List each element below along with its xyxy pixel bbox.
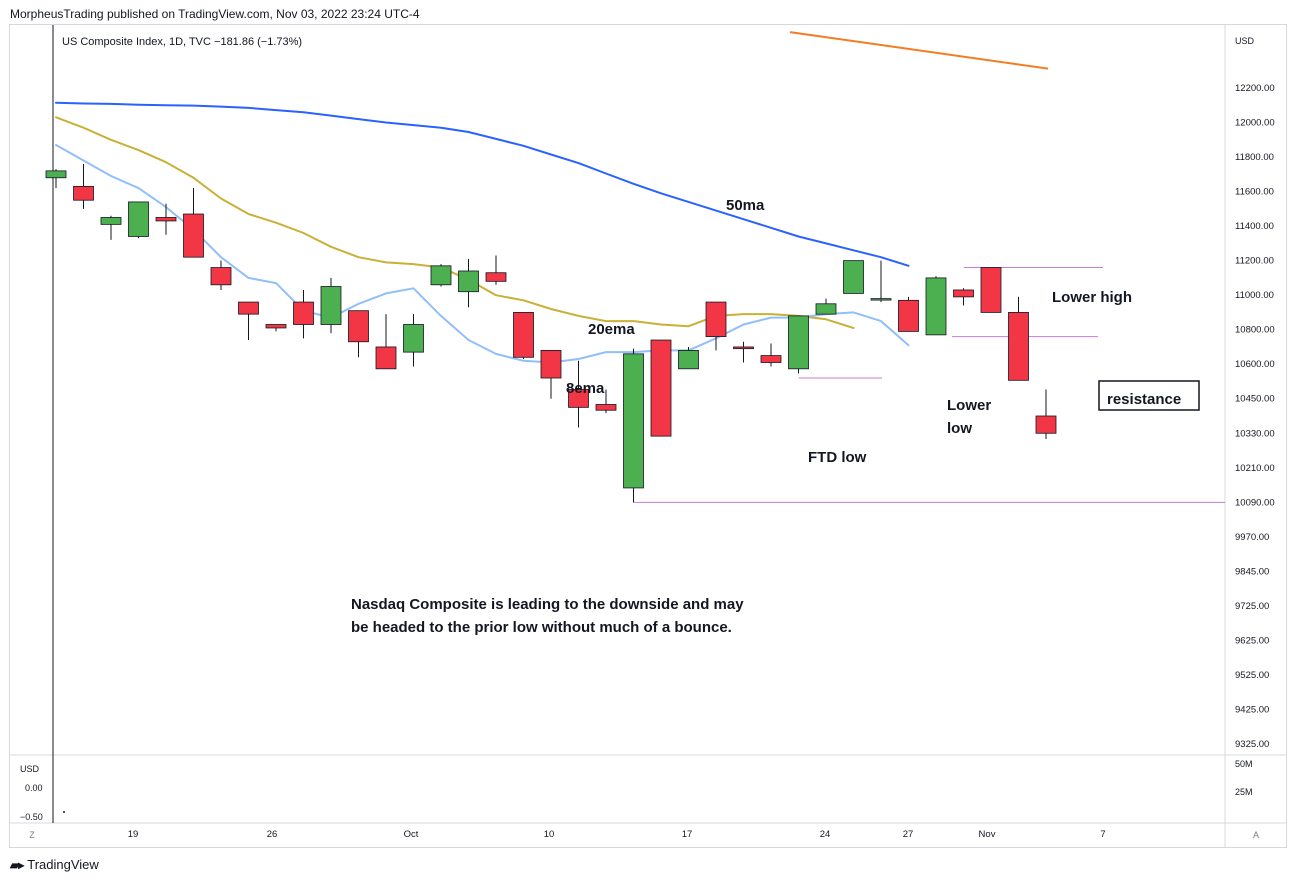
candle-up <box>815 303 837 315</box>
volume-right-tick-label: 50M <box>1235 759 1253 769</box>
price-tick-label: 11200.00 <box>1235 256 1274 267</box>
candle-up <box>678 349 699 370</box>
price-tick-label: 10090.00 <box>1235 497 1275 508</box>
price-tick-label: 11000.00 <box>1235 290 1274 301</box>
zoom-reset-button[interactable]: Z <box>29 830 35 840</box>
candle-down <box>375 346 397 370</box>
label-resistance: resistance <box>1107 391 1181 408</box>
candle-down <box>513 312 534 358</box>
candle-down <box>183 213 204 258</box>
time-tick-label: 19 <box>128 829 139 840</box>
candle-up <box>45 170 67 179</box>
candle-down <box>650 339 672 437</box>
price-tick-label: 9725.00 <box>1235 601 1269 612</box>
price-tick-label: 9970.00 <box>1235 532 1269 543</box>
candle-up <box>623 353 644 489</box>
candle-up <box>458 270 479 293</box>
resistance-box <box>1098 380 1200 411</box>
candle-down <box>540 349 562 379</box>
candle-down <box>568 389 589 408</box>
label-lower-high: Lower high <box>1052 289 1132 306</box>
price-tick-label: 9845.00 <box>1235 566 1269 577</box>
tradingview-brand[interactable]: ▰▸ TradingView <box>10 857 99 872</box>
label-lower-low: low <box>947 420 972 437</box>
note-text: be headed to the prior low without much … <box>351 619 732 636</box>
time-tick-label: 26 <box>267 829 278 840</box>
candle-down <box>1035 415 1057 434</box>
price-tick-label: 9525.00 <box>1235 670 1269 681</box>
candle-down <box>733 346 754 350</box>
time-tick-label: 27 <box>903 829 914 840</box>
brand-text: TradingView <box>27 857 99 872</box>
candle-down <box>980 267 1002 313</box>
candle-down <box>155 217 177 222</box>
candle-down <box>485 272 507 282</box>
candle-down <box>238 301 259 315</box>
ma200-line <box>789 31 1049 70</box>
price-tick-label: 11600.00 <box>1235 187 1274 198</box>
candle-up <box>788 315 809 370</box>
chart-frame <box>9 24 1287 848</box>
price-tick-label: 10330.00 <box>1235 428 1275 439</box>
candle-down <box>1008 312 1029 381</box>
candle-down <box>595 404 617 411</box>
volume-unit-label: USD <box>20 764 40 774</box>
candle-up <box>320 286 342 325</box>
candle-down <box>898 299 919 332</box>
publisher-line: MorpheusTrading published on TradingView… <box>10 7 420 21</box>
time-tick-label: 10 <box>544 829 555 840</box>
candle-up <box>100 217 122 225</box>
candle-up <box>843 260 864 294</box>
candle-down <box>953 289 974 298</box>
label-lower-low: Lower <box>947 397 991 414</box>
price-tick-label: 10800.00 <box>1235 325 1275 336</box>
price-tick-label: 9425.00 <box>1235 704 1269 715</box>
auto-scale-button[interactable]: A <box>1253 830 1259 840</box>
ema20-line <box>55 116 855 329</box>
candle-up <box>925 277 947 336</box>
candle-down <box>705 301 727 337</box>
label-8ema: 8ema <box>566 380 605 397</box>
price-tick-label: 9625.00 <box>1235 635 1269 646</box>
price-tick-label: 11400.00 <box>1235 221 1274 232</box>
note-text: Nasdaq Composite is leading to the downs… <box>351 596 744 613</box>
candle-up <box>870 298 892 301</box>
volume-right-tick-label: 25M <box>1235 787 1253 797</box>
candle-up <box>403 324 424 353</box>
tradingview-logo-icon: ▰▸ <box>10 857 24 872</box>
candle-down <box>73 185 94 201</box>
time-tick-label: 17 <box>682 829 693 840</box>
label-20ema: 20ema <box>588 321 635 338</box>
price-tick-label: 10600.00 <box>1235 359 1275 370</box>
candle-down <box>265 324 287 329</box>
volume-tick-label: 0.00 <box>25 783 43 793</box>
price-tick-label: 9325.00 <box>1235 739 1269 750</box>
price-axis-currency: USD <box>1235 36 1255 46</box>
price-tick-label: 10210.00 <box>1235 463 1275 474</box>
price-tick-label: 10450.00 <box>1235 394 1275 405</box>
ma50-line <box>55 101 910 267</box>
price-tick-label: 12200.00 <box>1235 83 1275 94</box>
candle-down <box>348 310 369 343</box>
candle-down <box>293 301 314 325</box>
volume-dot <box>63 811 65 813</box>
price-tick-label: 12000.00 <box>1235 118 1275 129</box>
volume-tick-label: −0.50 <box>20 812 43 822</box>
candle-up <box>128 201 149 237</box>
label-50ma: 50ma <box>726 197 765 214</box>
candle-down <box>210 267 232 286</box>
candle-up <box>430 265 452 286</box>
candle-down <box>760 355 782 363</box>
time-tick-label: Nov <box>979 829 996 840</box>
time-tick-label: Oct <box>404 829 419 840</box>
price-tick-label: 11800.00 <box>1235 152 1274 163</box>
label-ftd-low: FTD low <box>808 449 867 466</box>
time-tick-label: 24 <box>820 829 831 840</box>
time-tick-label: 7 <box>1100 829 1105 840</box>
symbol-legend: US Composite Index, 1D, TVC −181.86 (−1.… <box>62 36 302 48</box>
